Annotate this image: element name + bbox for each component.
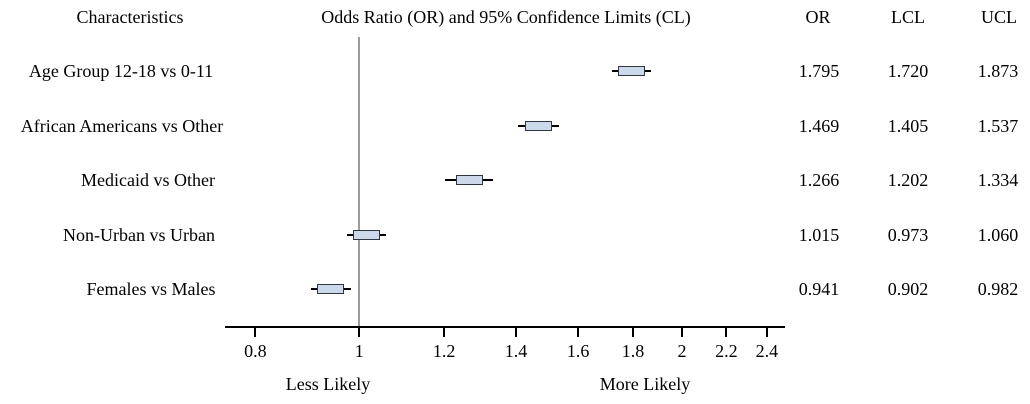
or-value: 1.469 <box>798 115 840 136</box>
or-box <box>352 229 380 240</box>
x-axis-tick <box>443 328 446 337</box>
axis-annotation-more-likely: More Likely <box>599 374 691 394</box>
or-value: 1.266 <box>798 170 840 190</box>
x-axis-tick-label: 1.4 <box>504 341 528 361</box>
lcl-value: 1.405 <box>887 115 929 136</box>
column-header-lcl: LCL <box>891 7 925 27</box>
row-label: Non-Urban vs Urban <box>63 224 215 245</box>
row-label: Age Group 12-18 vs 0-11 <box>28 61 214 81</box>
lcl-value: 0.973 <box>887 224 929 245</box>
column-header-or: OR <box>805 7 831 27</box>
x-axis-tick <box>358 328 361 337</box>
ucl-value: 1.873 <box>977 61 1019 81</box>
axis-annotation-less-likely: Less Likely <box>285 374 371 394</box>
x-axis-tick-label: 0.8 <box>244 341 267 361</box>
reference-line <box>358 37 361 329</box>
x-axis-tick-label: 2.2 <box>715 341 738 361</box>
ucl-value: 1.334 <box>977 170 1019 190</box>
x-axis-tick-label: 1 <box>354 341 364 361</box>
x-axis-tick <box>681 328 683 337</box>
x-axis-tick-label: 1.8 <box>621 341 645 361</box>
lcl-value: 1.720 <box>887 61 929 81</box>
x-axis-tick <box>254 328 257 337</box>
or-box <box>317 284 345 294</box>
x-axis-tick-label: 1.6 <box>566 341 590 361</box>
or-box <box>618 66 646 76</box>
plot-title: Odds Ratio (OR) and 95% Confidence Limit… <box>321 7 691 27</box>
ucl-value: 0.982 <box>977 279 1019 299</box>
row-label: African Americans vs Other <box>20 115 224 136</box>
x-axis-tick <box>765 328 768 337</box>
x-axis-tick <box>631 328 634 337</box>
or-box <box>455 175 483 185</box>
or-value: 1.015 <box>798 224 840 245</box>
or-value: 0.941 <box>798 279 840 299</box>
column-header-characteristics: Characteristics <box>76 7 184 27</box>
ucl-value: 1.537 <box>977 115 1019 136</box>
row-label: Medicaid vs Other <box>81 170 215 190</box>
ucl-value: 1.060 <box>977 224 1019 245</box>
x-axis-tick <box>577 328 580 337</box>
row-label: Females vs Males <box>86 279 216 299</box>
lcl-value: 0.902 <box>887 279 929 299</box>
lcl-value: 1.202 <box>887 170 929 190</box>
x-axis-tick-label: 1.2 <box>432 341 456 361</box>
or-value: 1.795 <box>798 61 840 81</box>
column-header-ucl: UCL <box>981 7 1017 27</box>
x-axis-tick <box>725 328 728 337</box>
x-axis-tick-label: 2.4 <box>755 341 779 361</box>
x-axis-line <box>225 326 785 328</box>
x-axis-tick <box>514 328 517 337</box>
x-axis-tick-label: 2 <box>677 341 687 361</box>
or-box <box>524 120 552 131</box>
